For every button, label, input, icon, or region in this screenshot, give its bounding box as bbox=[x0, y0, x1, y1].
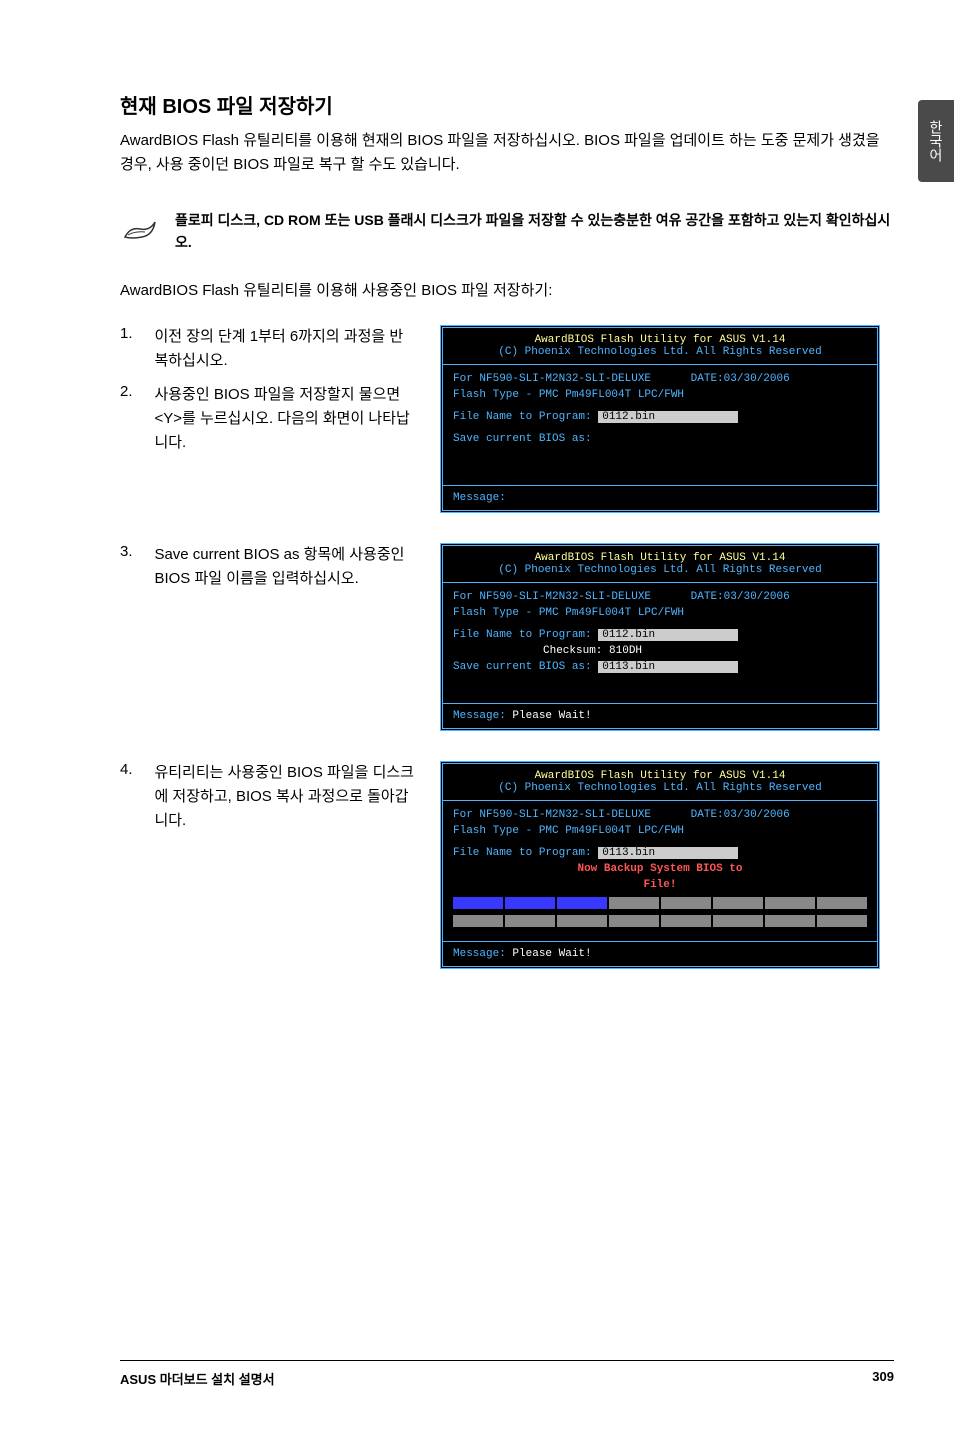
terminal-title: AwardBIOS Flash Utility for ASUS V1.14 bbox=[447, 334, 873, 346]
terminal-screen-1: AwardBIOS Flash Utility for ASUS V1.14 (… bbox=[440, 325, 880, 513]
terminal-date: DATE:03/30/2006 bbox=[691, 373, 790, 385]
progress-bar-row-2 bbox=[453, 915, 867, 927]
terminal-file-input: 0112.bin bbox=[598, 411, 738, 423]
terminal-title: AwardBIOS Flash Utility for ASUS V1.14 bbox=[447, 552, 873, 564]
footer-page-number: 309 bbox=[872, 1369, 894, 1388]
terminal-checksum-value: 810DH bbox=[609, 645, 642, 657]
terminal-copyright: (C) Phoenix Technologies Ltd. All Rights… bbox=[447, 564, 873, 576]
step-1: 1. 이전 장의 단계 1부터 6까지의 과정을 반복하십시오. bbox=[120, 325, 420, 373]
terminal-file-label: File Name to Program: bbox=[453, 847, 592, 859]
step-4: 4. 유티리티는 사용중인 BIOS 파일을 디스크에 저장하고, BIOS 복… bbox=[120, 761, 420, 833]
terminal-file-label: File Name to Program: bbox=[453, 629, 592, 641]
terminal-title: AwardBIOS Flash Utility for ASUS V1.14 bbox=[447, 770, 873, 782]
terminal-save-label: Save current BIOS as: bbox=[453, 661, 592, 673]
progress-bar-row-1 bbox=[453, 897, 867, 909]
terminal-flash-type: Flash Type - PMC Pm49FL004T LPC/FWH bbox=[453, 825, 867, 837]
step-3: 3. Save current BIOS as 항목에 사용중인 BIOS 파일… bbox=[120, 543, 420, 591]
terminal-message-label: Message: bbox=[453, 492, 506, 504]
step-text: 사용중인 BIOS 파일을 저장할지 물으면 <Y>를 누르십시오. 다음의 화… bbox=[154, 383, 414, 455]
terminal-backup-line2: File! bbox=[453, 879, 867, 891]
terminal-save-input: 0113.bin bbox=[598, 661, 738, 673]
note-text: 플로피 디스크, CD ROM 또는 USB 플래시 디스크가 파일을 저장할 … bbox=[175, 207, 894, 254]
page-footer: ASUS 마더보드 설치 설명서 309 bbox=[120, 1360, 894, 1388]
sub-intro: AwardBIOS Flash 유틸리티를 이용해 사용중인 BIOS 파일 저… bbox=[120, 279, 894, 300]
intro-paragraph: AwardBIOS Flash 유틸리티를 이용해 현재의 BIOS 파일을 저… bbox=[120, 129, 894, 177]
terminal-save-label: Save current BIOS as: bbox=[453, 433, 592, 445]
note-icon bbox=[120, 207, 160, 247]
terminal-flash-type: Flash Type - PMC Pm49FL004T LPC/FWH bbox=[453, 389, 867, 401]
step-text: Save current BIOS as 항목에 사용중인 BIOS 파일 이름… bbox=[154, 543, 414, 591]
step-row-3: 3. Save current BIOS as 항목에 사용중인 BIOS 파일… bbox=[120, 543, 894, 731]
step-row-4: 4. 유티리티는 사용중인 BIOS 파일을 디스크에 저장하고, BIOS 복… bbox=[120, 761, 894, 969]
step-text: 유티리티는 사용중인 BIOS 파일을 디스크에 저장하고, BIOS 복사 과… bbox=[154, 761, 414, 833]
step-num: 2. bbox=[120, 383, 150, 400]
page-heading: 현재 BIOS 파일 저장하기 bbox=[120, 90, 894, 119]
terminal-for-line: For NF590-SLI-M2N32-SLI-DELUXE bbox=[453, 809, 651, 821]
step-num: 4. bbox=[120, 761, 150, 778]
step-text: 이전 장의 단계 1부터 6까지의 과정을 반복하십시오. bbox=[154, 325, 414, 373]
terminal-message-value: Please Wait! bbox=[512, 710, 591, 722]
step-row-1-2: 1. 이전 장의 단계 1부터 6까지의 과정을 반복하십시오. 2. 사용중인… bbox=[120, 325, 894, 513]
terminal-date: DATE:03/30/2006 bbox=[691, 591, 790, 603]
terminal-file-input: 0112.bin bbox=[598, 629, 738, 641]
step-2: 2. 사용중인 BIOS 파일을 저장할지 물으면 <Y>를 누르십시오. 다음… bbox=[120, 383, 420, 455]
terminal-file-input: 0113.bin bbox=[598, 847, 738, 859]
terminal-for-line: For NF590-SLI-M2N32-SLI-DELUXE bbox=[453, 591, 651, 603]
note-box: 플로피 디스크, CD ROM 또는 USB 플래시 디스크가 파일을 저장할 … bbox=[120, 207, 894, 254]
terminal-message-value: Please Wait! bbox=[512, 948, 591, 960]
terminal-copyright: (C) Phoenix Technologies Ltd. All Rights… bbox=[447, 346, 873, 358]
terminal-flash-type: Flash Type - PMC Pm49FL004T LPC/FWH bbox=[453, 607, 867, 619]
terminal-screen-2: AwardBIOS Flash Utility for ASUS V1.14 (… bbox=[440, 543, 880, 731]
terminal-date: DATE:03/30/2006 bbox=[691, 809, 790, 821]
side-language-tab: 한국어 bbox=[918, 100, 954, 182]
step-num: 1. bbox=[120, 325, 150, 342]
footer-title: ASUS 마더보드 설치 설명서 bbox=[120, 1369, 275, 1388]
terminal-backup-line1: Now Backup System BIOS to bbox=[453, 863, 867, 875]
terminal-copyright: (C) Phoenix Technologies Ltd. All Rights… bbox=[447, 782, 873, 794]
step-num: 3. bbox=[120, 543, 150, 560]
terminal-message-label: Message: bbox=[453, 948, 506, 960]
terminal-for-line: For NF590-SLI-M2N32-SLI-DELUXE bbox=[453, 373, 651, 385]
terminal-file-label: File Name to Program: bbox=[453, 411, 592, 423]
terminal-checksum-label: Checksum: bbox=[543, 645, 602, 657]
terminal-screen-3: AwardBIOS Flash Utility for ASUS V1.14 (… bbox=[440, 761, 880, 969]
terminal-message-label: Message: bbox=[453, 710, 506, 722]
